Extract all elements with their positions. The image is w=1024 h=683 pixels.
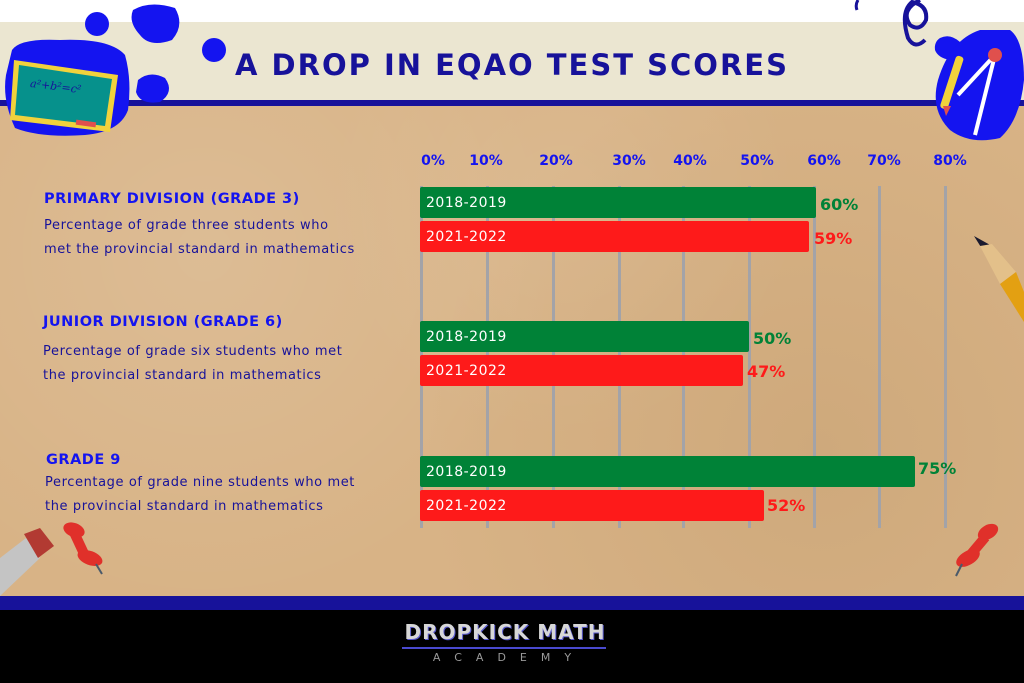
bar-primary-2021-2022: 2021-2022: [420, 221, 809, 252]
axis-tick-0: 0%: [421, 153, 445, 169]
brand-logo: DROPKICK MATH ACADEMY: [400, 620, 610, 670]
bar-label: 2018-2019: [426, 328, 507, 345]
bar-label: 2021-2022: [426, 497, 507, 514]
value-label-primary-2021-2022: 59%: [814, 229, 853, 248]
footer-divider: [0, 596, 1024, 610]
bar-label: 2021-2022: [426, 362, 507, 379]
axis-tick-70: 70%: [867, 153, 901, 169]
section-desc-primary-line1: Percentage of grade three students who: [44, 218, 329, 233]
eraser-pencil-icon: [0, 528, 54, 596]
logo-divider: [402, 647, 606, 649]
axis-tick-40: 40%: [673, 153, 707, 169]
bar-primary-2018-2019: 2018-2019: [420, 187, 816, 218]
section-desc-grade9-line1: Percentage of grade nine students who me…: [45, 475, 356, 490]
blob-decoration-icon: [202, 38, 226, 62]
section-title-junior: JUNIOR DIVISION (GRADE 6): [43, 314, 283, 330]
logo-sub-text: ACADEMY: [432, 651, 586, 664]
bar-label: 2018-2019: [426, 463, 507, 480]
value-label-junior-2021-2022: 47%: [747, 362, 786, 381]
title-divider: [0, 100, 1024, 106]
bar-label: 2021-2022: [426, 228, 507, 245]
axis-tick-80: 80%: [933, 153, 967, 169]
compass-icon: [854, 0, 1024, 141]
footer: [0, 610, 1024, 683]
axis-tick-30: 30%: [612, 153, 646, 169]
push-pin-icon: [955, 523, 999, 577]
bar-label: 2018-2019: [426, 194, 507, 211]
value-label-grade9-2018-2019: 75%: [918, 459, 957, 478]
axis-tick-50: 50%: [740, 153, 774, 169]
axis-tick-10: 10%: [469, 153, 503, 169]
section-title-grade9: GRADE 9: [46, 452, 121, 468]
section-title-primary: PRIMARY DIVISION (GRADE 3): [44, 191, 300, 207]
logo-main-text: DROPKICK MATH: [404, 620, 606, 644]
section-desc-primary-line2: met the provincial standard in mathemati…: [44, 242, 355, 257]
bar-junior-2021-2022: 2021-2022: [420, 355, 743, 386]
value-label-grade9-2021-2022: 52%: [767, 496, 806, 515]
gridline: [944, 186, 947, 426]
chalkboard-icon: [5, 4, 180, 136]
axis-tick-20: 20%: [539, 153, 573, 169]
gridline: [682, 186, 685, 426]
gridline: [878, 186, 881, 426]
gridline: [944, 426, 947, 528]
section-desc-junior-line1: Percentage of grade six students who met: [43, 344, 343, 359]
gridline: [486, 186, 489, 426]
section-desc-grade9-line2: the provincial standard in mathematics: [45, 499, 324, 514]
pencil-icon: [974, 236, 1024, 322]
gridline: [420, 186, 423, 426]
value-label-primary-2018-2019: 60%: [820, 195, 859, 214]
value-label-junior-2018-2019: 50%: [753, 329, 792, 348]
push-pin-icon: [63, 522, 103, 575]
bar-junior-2018-2019: 2018-2019: [420, 321, 749, 352]
bar-grade9-2021-2022: 2021-2022: [420, 490, 764, 521]
page-title: A DROP IN EQAO TEST SCORES: [235, 48, 789, 82]
gridline: [618, 186, 621, 426]
gridline: [748, 186, 751, 426]
axis-tick-60: 60%: [807, 153, 841, 169]
section-desc-junior-line2: the provincial standard in mathematics: [43, 368, 322, 383]
bar-grade9-2018-2019: 2018-2019: [420, 456, 915, 487]
gridline: [813, 186, 816, 426]
gridline: [552, 186, 555, 426]
